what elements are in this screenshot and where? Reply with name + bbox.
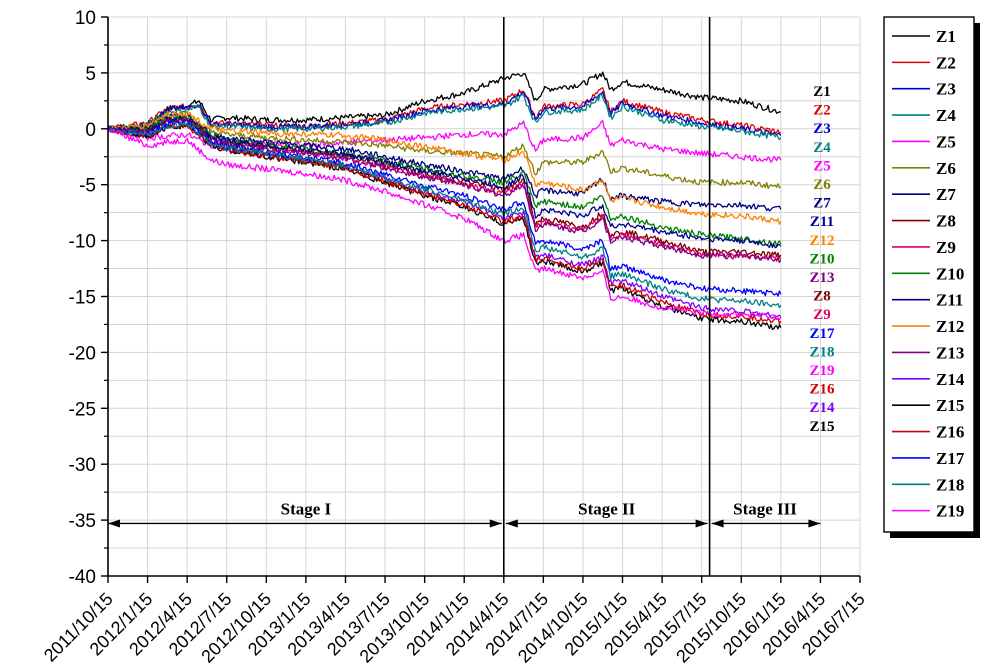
series-line-z6 — [107, 110, 782, 190]
legend: Z1 Z2 Z3 Z4 Z5 Z6 Z7 Z8 Z9 Z10 Z11 Z12 Z13 Z14 Z15 Z16 Z… — [883, 16, 980, 538]
y-tick-label: 0 — [85, 120, 96, 141]
legend-label-z7: Z7 — [936, 185, 956, 204]
legend-label-z2: Z2 — [936, 53, 956, 72]
y-tick-label: -25 — [69, 399, 96, 420]
y-tick-label: -5 — [79, 176, 96, 197]
end-label-z12: Z12 — [809, 233, 834, 249]
legend-label-z18: Z18 — [936, 475, 964, 494]
end-label-z2: Z2 — [813, 103, 831, 119]
y-tick-label: 10 — [75, 8, 96, 29]
end-label-z14: Z14 — [809, 400, 835, 416]
stage-arrowhead-left-1 — [108, 519, 120, 528]
legend-label-z19: Z19 — [936, 502, 964, 521]
end-label-z15: Z15 — [809, 419, 834, 435]
legend-label-z10: Z10 — [936, 264, 964, 283]
end-label-z16: Z16 — [809, 382, 835, 398]
stage-arrowhead-right-3 — [808, 519, 821, 528]
end-label-z10: Z10 — [809, 251, 834, 267]
legend-label-z12: Z12 — [936, 317, 964, 336]
legend-label-z13: Z13 — [936, 343, 964, 362]
y-tick-label: -30 — [69, 455, 96, 476]
stage-label-1: Stage I — [281, 499, 332, 518]
series-line-z19 — [107, 128, 782, 321]
series-line-z12 — [107, 110, 782, 225]
series-line-z1 — [107, 71, 781, 132]
series-line-z16 — [107, 122, 782, 325]
end-label-z8: Z8 — [813, 289, 831, 305]
series-line-z14 — [107, 121, 782, 319]
end-label-z5: Z5 — [813, 158, 831, 174]
stage-label-3: Stage III — [733, 499, 797, 518]
y-tick-label: -35 — [69, 511, 96, 532]
stage-annotations: Stage I Stage II Stage III — [108, 17, 821, 576]
y-tick-label: 5 — [85, 64, 96, 85]
legend-box — [883, 16, 975, 533]
end-label-z6: Z6 — [813, 177, 831, 193]
stage-arrowhead-right-2 — [695, 519, 708, 528]
end-label-z19: Z19 — [809, 363, 834, 379]
end-label-z13: Z13 — [809, 270, 834, 286]
legend-label-z17: Z17 — [936, 449, 965, 468]
x-axis-ticks: 2011/10/152012/1/152012/4/152012/7/15201… — [40, 576, 869, 666]
end-label-z4: Z4 — [813, 140, 831, 156]
legend-label-z16: Z16 — [936, 423, 964, 442]
y-axis-ticks: 10 5 0 -5 -10 -15 -20 -25 -30 -35 -40 — [69, 8, 108, 588]
legend-label-z1: Z1 — [936, 27, 956, 46]
legend-label-z4: Z4 — [936, 106, 956, 125]
stage-arrowhead-left-2 — [505, 519, 518, 528]
end-label-z18: Z18 — [809, 344, 834, 360]
end-label-z7: Z7 — [813, 196, 831, 212]
end-label-z9: Z9 — [813, 307, 831, 323]
legend-label-z8: Z8 — [936, 212, 956, 231]
stage-arrowhead-right-1 — [489, 519, 502, 528]
series-line-z7 — [107, 113, 782, 212]
end-label-z17: Z17 — [809, 326, 835, 342]
legend-label-z6: Z6 — [936, 159, 956, 178]
legend-label-z5: Z5 — [936, 132, 956, 151]
legend-label-z15: Z15 — [936, 396, 964, 415]
legend-label-z14: Z14 — [936, 370, 965, 389]
end-label-z1: Z1 — [813, 84, 831, 100]
series-end-labels: Z1 Z2 Z3 Z4 Z5 Z6 Z7 Z11 Z12 Z10 Z13 Z8 Z9 Z17 Z18 Z19 Z… — [809, 84, 835, 435]
stage-arrowhead-left-3 — [711, 519, 724, 528]
y-tick-label: -20 — [69, 343, 96, 364]
legend-label-z11: Z11 — [936, 291, 963, 310]
legend-label-z9: Z9 — [936, 238, 956, 257]
series-lines — [107, 71, 782, 331]
series-line-z17 — [107, 119, 782, 297]
gridlines — [107, 16, 861, 577]
series-line-z18 — [107, 121, 782, 309]
series-line-z4 — [107, 93, 782, 141]
legend-label-z3: Z3 — [936, 80, 956, 99]
y-tick-label: -10 — [69, 232, 96, 253]
stage-label-2: Stage II — [578, 499, 636, 518]
y-tick-label: -40 — [69, 567, 96, 588]
series-line-z11 — [107, 115, 782, 249]
y-tick-label: -15 — [69, 288, 96, 309]
end-label-z3: Z3 — [813, 121, 831, 137]
end-label-z11: Z11 — [810, 214, 834, 230]
